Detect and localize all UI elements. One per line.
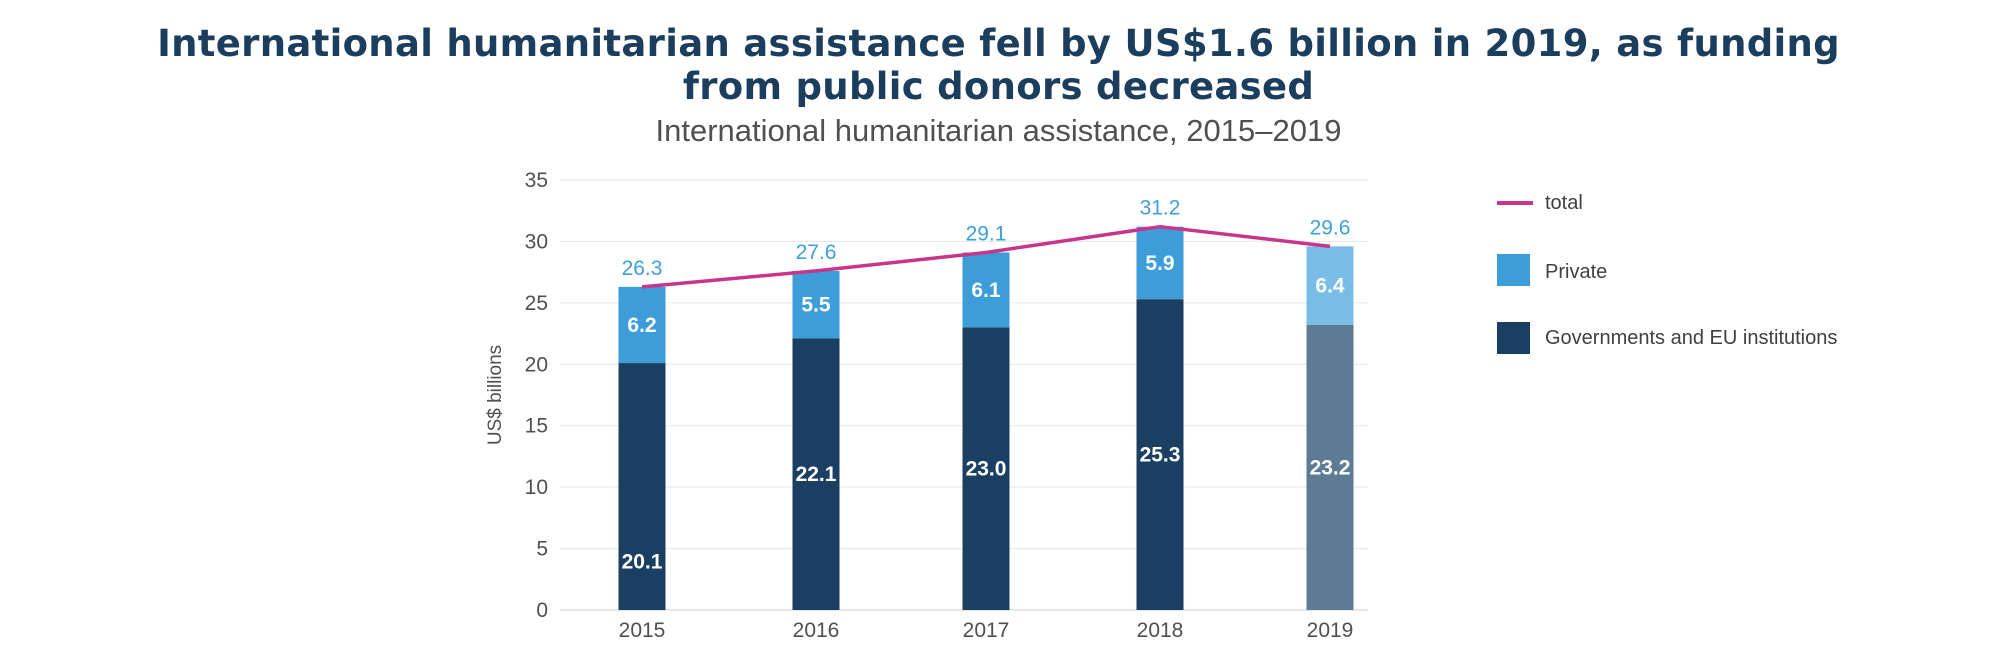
chart-title-line-2: from public donors decreased	[682, 65, 1315, 108]
data-label-governments: 22.1	[796, 463, 837, 486]
y-axis-label: US$ billions	[485, 345, 506, 445]
data-label-total: 31.2	[1140, 197, 1181, 220]
chart-subtitle: International humanitarian assistance, 2…	[655, 113, 1342, 148]
y-tick-label: 5	[536, 538, 548, 561]
bar-governments	[618, 363, 666, 610]
data-label-total: 27.6	[796, 241, 837, 264]
y-tick-label: 10	[525, 476, 548, 499]
bars: 20.1 6.2 26.3 22.1 5.5 27.6 23.0 6.1 29.1 25.3 5.9…	[618, 197, 1354, 610]
data-label-governments: 23.0	[966, 458, 1007, 481]
total-line-path	[641, 224, 1331, 289]
legend: total Private Governments and EU institu…	[1497, 192, 1837, 354]
y-tick-label: 35	[525, 169, 548, 192]
data-label-total: 29.1	[966, 222, 1007, 245]
bar-private	[792, 270, 840, 339]
legend-total-label: total	[1545, 192, 1583, 214]
y-axis: 0 5 10 15 20 25 30 35	[525, 169, 548, 622]
y-tick-label: 30	[525, 230, 548, 253]
total-line	[641, 224, 1331, 289]
bar-governments	[1136, 299, 1184, 610]
data-label-total: 26.3	[622, 257, 663, 280]
legend-private-label: Private	[1545, 261, 1607, 283]
data-label-private: 5.5	[801, 294, 831, 317]
chart-title: International humanitarian assistance fe…	[0, 22, 1997, 108]
data-label-governments: 23.2	[1310, 456, 1351, 479]
y-tick-label: 20	[525, 353, 548, 376]
bar-private	[1136, 226, 1184, 300]
bar-governments	[792, 338, 840, 610]
chart-title-line-1: International humanitarian assistance fe…	[157, 22, 1840, 65]
bar-governments	[962, 327, 1010, 610]
bar-private	[1306, 246, 1354, 325]
bar-private	[618, 286, 666, 364]
bar-governments	[1306, 324, 1354, 610]
x-tick-label: 2019	[1307, 619, 1354, 642]
data-label-private: 6.2	[627, 314, 656, 337]
data-label-private: 5.9	[1145, 252, 1174, 275]
y-tick-label: 15	[525, 415, 548, 438]
x-tick-label: 2018	[1137, 619, 1184, 642]
x-tick-label: 2016	[793, 619, 840, 642]
bar-private	[962, 252, 1010, 328]
data-label-private: 6.4	[1315, 275, 1345, 298]
x-axis: 2015 2016 2017 2018 2019	[619, 619, 1354, 642]
legend-private-swatch	[1497, 254, 1530, 286]
legend-governments-label: Governments and EU institutions	[1545, 327, 1837, 349]
data-label-governments: 25.3	[1140, 444, 1181, 467]
y-tick-label: 25	[525, 292, 548, 315]
legend-governments-swatch	[1497, 322, 1530, 354]
data-label-governments: 20.1	[622, 551, 663, 574]
data-label-private: 6.1	[971, 279, 1001, 302]
y-tick-label: 0	[536, 599, 548, 622]
x-tick-label: 2015	[619, 619, 666, 642]
data-label-total: 29.6	[1310, 216, 1351, 239]
x-tick-label: 2017	[963, 619, 1010, 642]
